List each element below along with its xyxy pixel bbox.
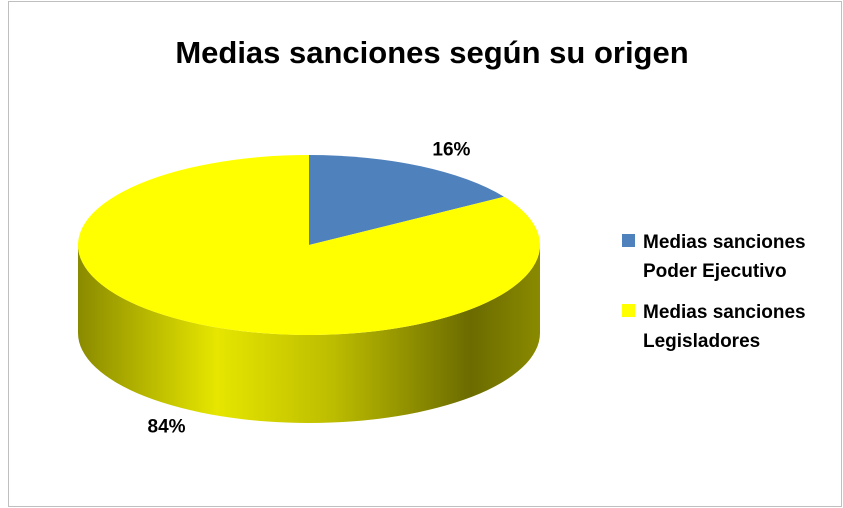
slice bbox=[309, 155, 505, 245]
data-label: 16% bbox=[432, 139, 470, 160]
slice-side bbox=[78, 245, 540, 423]
legend-item: Medias sanciones Legisladores bbox=[622, 298, 837, 356]
chart-title: Medias sanciones según su origen bbox=[175, 35, 688, 70]
legend-swatch bbox=[622, 304, 635, 317]
slice bbox=[78, 154, 540, 335]
legend-swatch bbox=[622, 234, 635, 247]
legend: Medias sanciones Poder Ejecutivo Medias s… bbox=[622, 228, 837, 368]
legend-label: Medias sanciones Poder Ejecutivo bbox=[643, 232, 806, 282]
legend-label: Medias sanciones Legisladores bbox=[643, 302, 806, 352]
legend-item: Medias sanciones Poder Ejecutivo bbox=[622, 228, 837, 286]
data-label: 84% bbox=[148, 417, 186, 438]
